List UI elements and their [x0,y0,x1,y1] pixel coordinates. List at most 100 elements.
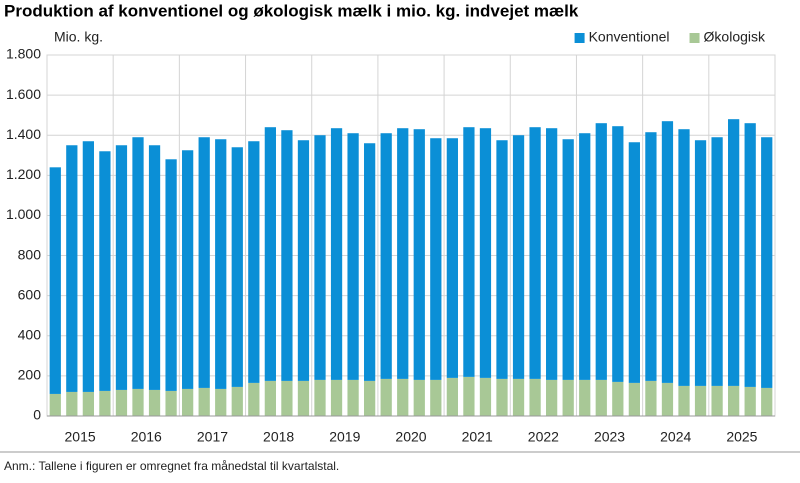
bar-segment [479,377,492,416]
y-tick-label: 600 [18,286,42,302]
bar-segment [496,378,508,416]
bar-segment [579,133,591,380]
bar-segment [82,391,94,416]
bar-segment [281,380,293,416]
y-tick-label: 1.600 [6,86,41,102]
bar-segment [463,376,475,416]
bar-segment [148,145,161,390]
bar-segment [330,379,343,416]
bar-segment [595,123,607,380]
bar-segment [579,379,591,416]
bar-segment [628,382,640,416]
bar-segment [678,129,690,386]
legend-label: Økologisk [704,29,766,45]
bar-segment [728,119,740,386]
bar-segment [612,381,624,416]
bar-segment [595,379,607,416]
x-tick-label: 2021 [462,429,493,445]
bar-segment [364,143,376,381]
bar-segment [529,127,541,379]
x-tick-label: 2020 [395,429,426,445]
bar-segment [694,385,707,416]
bar-segment [99,151,111,391]
bar-segment [744,386,756,416]
bar-segment [347,379,359,416]
bar-segment [694,140,707,386]
bar-segment [761,137,773,388]
bar-segment [281,130,293,381]
bar-segment [661,121,674,383]
bar-segment [182,388,194,416]
bar-segment [661,382,674,416]
bar-segment [628,142,640,383]
bar-segment [761,387,773,416]
bar-segment [264,380,276,416]
bar-segment [645,380,657,416]
bar-segment [115,145,128,390]
bar-segment [612,126,624,382]
bar-segment [248,141,260,383]
bar-segment [198,387,210,416]
bar-segment [330,128,343,380]
bar-segment [546,379,558,416]
bar-segment [66,391,78,416]
x-tick-label: 2024 [660,429,691,445]
x-tick-label: 2018 [263,429,294,445]
y-tick-label: 1.200 [6,166,41,182]
bar-segment [49,167,61,394]
bar-segment [562,139,574,380]
bar-segment [231,147,243,387]
bar-segment [512,378,525,416]
bar-segment [728,385,740,416]
bar-segment [314,379,326,416]
y-tick-label: 800 [18,246,42,262]
y-tick-label: 1.800 [6,46,41,62]
bar-segment [380,378,392,416]
legend-swatch [689,33,700,43]
bar-segment [165,390,177,416]
bar-segment [645,132,657,381]
bar-segment [132,137,144,389]
bar-segment [463,127,475,377]
bar-segment [744,123,756,387]
bar-segment [314,135,326,380]
bar-segment [711,137,723,386]
bar-segment [446,138,458,378]
y-tick-label: 400 [18,326,42,342]
x-tick-label: 2022 [528,429,559,445]
bar-segment [380,133,392,379]
bar-segment [99,390,111,416]
bar-segment [182,150,194,389]
legend-label: Konventionel [589,29,670,45]
chart-title: Produktion af konventionel og økologisk … [4,1,579,20]
y-tick-label: 1.400 [6,126,41,142]
bar-segment [198,137,210,388]
bar-segment [132,388,144,416]
bar-segment [397,128,409,379]
bar-segment [264,127,276,381]
bar-segment [430,379,442,416]
bar-segment [66,145,78,392]
bar-segment [512,135,525,379]
bar-segment [413,379,425,416]
bar-segment [215,388,227,416]
y-tick-label: 1.000 [6,206,41,222]
x-tick-label: 2023 [594,429,625,445]
x-tick-label: 2019 [329,429,360,445]
bar-segment [413,129,425,380]
bar-segment [479,128,492,378]
y-tick-label: 0 [33,407,41,423]
bar-segment [49,393,61,416]
bar-segment [397,378,409,416]
bar-segment [529,378,541,416]
bar-segment [430,138,442,380]
bar-segment [297,140,310,381]
note: Anm.: Tallene i figuren er omregnet fra … [4,459,339,473]
bar-segment [148,389,161,416]
bar-segment [215,139,227,389]
bar-segment [678,385,690,416]
bar-segment [115,389,128,416]
y-axis-label: Mio. kg. [54,29,103,45]
bar-segment [165,159,177,391]
